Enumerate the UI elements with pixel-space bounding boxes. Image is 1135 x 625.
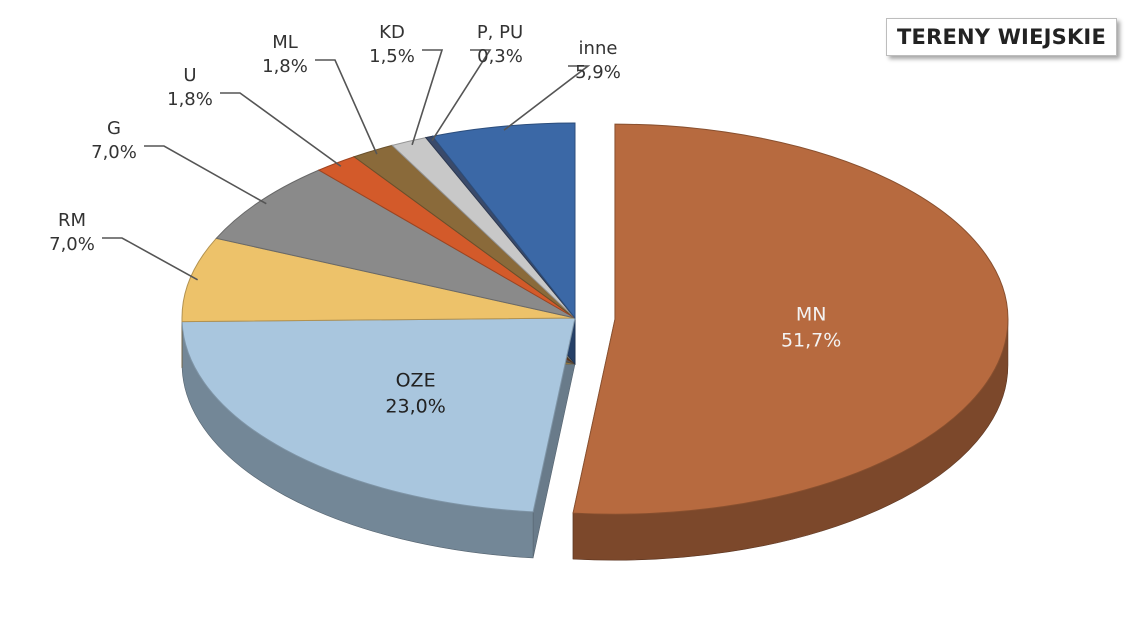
slice-labels: MN 51,7% OZE 23,0% RM 7,0% G 7,0% U 1,8% ML 1,8% KD 1… [49, 22, 841, 417]
legend-box-text: TERENY WIEJSKIE [897, 25, 1106, 49]
slice-label-value-mn: 51,7% [781, 329, 841, 351]
slice-label-value-kd: 1,5% [369, 46, 415, 67]
slice-label-name-oze: OZE [396, 369, 436, 391]
slice-label-name-rm: RM [58, 210, 86, 231]
slice-label-name-u: U [183, 65, 196, 86]
slice-label-name-ml: ML [272, 32, 298, 53]
pie-slices [181, 122, 1009, 561]
slice-label-name-mn: MN [796, 303, 827, 325]
leader-line-inne [503, 65, 591, 131]
slice-label-value-oze: 23,0% [385, 395, 445, 417]
slice-label-name-inne: inne [579, 38, 618, 59]
slice-oze [181, 317, 576, 513]
leader-line-ml [315, 59, 378, 155]
slice-label-value-p-pu: 0,3% [477, 46, 523, 67]
leader-line-kd [411, 49, 444, 146]
leader-lines [102, 49, 591, 281]
leader-line-p-pu [431, 49, 492, 141]
slice-label-value-rm: 7,0% [49, 234, 95, 255]
leader-line-rm [102, 237, 199, 281]
leader-line-u [220, 92, 342, 167]
leader-line-g [144, 145, 267, 205]
slice-rm [181, 237, 576, 323]
slice-label-name-kd: KD [379, 22, 405, 43]
slice-mn [572, 123, 1009, 515]
slice-label-name-p-pu: P, PU [477, 22, 523, 43]
chart-legend-box: TERENY WIEJSKIE [886, 18, 1117, 56]
slice-label-name-g: G [107, 118, 121, 139]
slice-label-value-u: 1,8% [167, 89, 213, 110]
slice-g [215, 169, 576, 319]
slice-label-value-ml: 1,8% [262, 56, 308, 77]
slice-label-value-g: 7,0% [91, 142, 137, 163]
slice-label-value-inne: 5,9% [575, 62, 621, 83]
